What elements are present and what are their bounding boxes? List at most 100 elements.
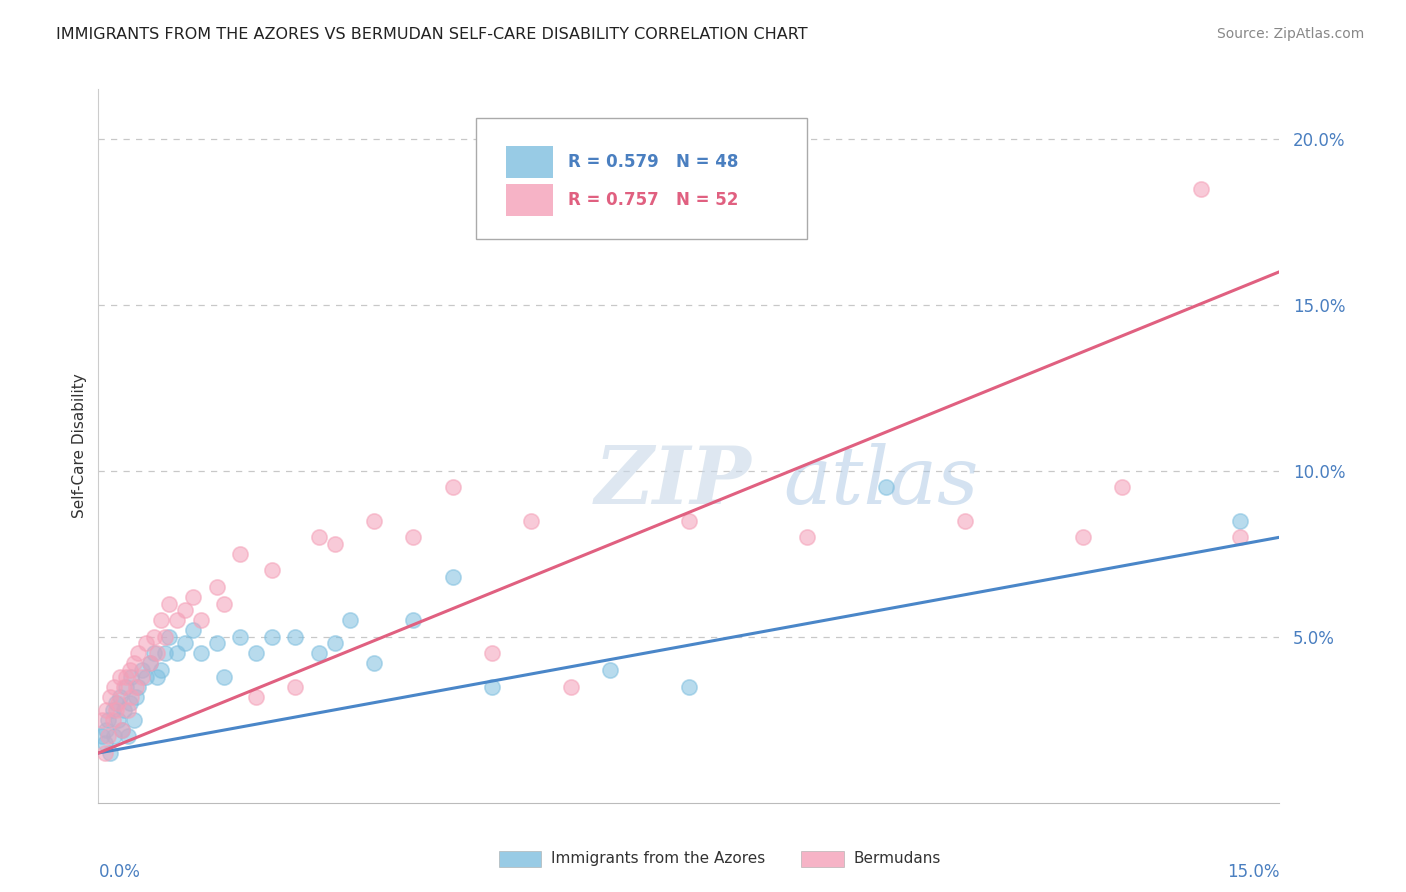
Point <box>131 670 153 684</box>
Bar <box>506 184 553 216</box>
Point <box>205 580 228 594</box>
Point <box>875 481 897 495</box>
Bar <box>506 146 553 178</box>
Point <box>150 663 173 677</box>
Y-axis label: Self-Care Disability: Self-Care Disability <box>72 374 87 518</box>
Point <box>146 670 169 684</box>
Point <box>260 630 283 644</box>
Point <box>135 636 157 650</box>
Point <box>93 736 115 750</box>
Point <box>103 730 125 744</box>
Point <box>111 723 134 737</box>
Point <box>121 690 143 704</box>
Text: 0.0%: 0.0% <box>98 863 141 880</box>
Point <box>1189 182 1212 196</box>
Point <box>402 613 425 627</box>
Point <box>308 647 330 661</box>
Point <box>205 636 228 650</box>
Text: IMMIGRANTS FROM THE AZORES VS BERMUDAN SELF-CARE DISABILITY CORRELATION CHART: IMMIGRANTS FROM THE AZORES VS BERMUDAN S… <box>56 27 808 42</box>
Point <box>441 570 464 584</box>
Point <box>135 670 157 684</box>
Point <box>174 636 197 650</box>
Point <box>520 514 543 528</box>
Point <box>166 613 188 627</box>
Point <box>260 564 283 578</box>
Point <box>104 696 127 710</box>
Point <box>127 647 149 661</box>
Point <box>142 630 165 644</box>
Point <box>157 597 180 611</box>
Point <box>339 613 361 627</box>
Point <box>115 680 138 694</box>
Point <box>125 690 148 704</box>
Point <box>481 680 503 694</box>
Point <box>107 713 129 727</box>
Point <box>110 690 132 704</box>
Point <box>122 713 145 727</box>
Point <box>229 630 252 644</box>
Text: Bermudans: Bermudans <box>853 852 941 866</box>
Point <box>97 713 120 727</box>
Point <box>323 537 346 551</box>
Point <box>953 514 976 528</box>
Point <box>104 703 127 717</box>
FancyBboxPatch shape <box>477 118 807 239</box>
Text: atlas: atlas <box>783 443 979 520</box>
Point <box>98 746 121 760</box>
Point <box>245 647 267 661</box>
Point <box>98 690 121 704</box>
Point <box>101 703 124 717</box>
Point <box>1229 514 1251 528</box>
Text: Immigrants from the Azores: Immigrants from the Azores <box>551 852 765 866</box>
Text: R = 0.757   N = 52: R = 0.757 N = 52 <box>568 191 738 209</box>
Point <box>96 723 118 737</box>
Point <box>96 703 118 717</box>
Point <box>117 730 139 744</box>
Point <box>560 680 582 694</box>
Point <box>103 680 125 694</box>
Point <box>101 713 124 727</box>
Point <box>214 597 236 611</box>
Point <box>481 647 503 661</box>
Point <box>1071 530 1094 544</box>
Point <box>155 647 177 661</box>
Point <box>190 613 212 627</box>
Point <box>91 730 114 744</box>
Point <box>131 663 153 677</box>
Point <box>229 547 252 561</box>
Point <box>110 670 132 684</box>
Point <box>112 703 135 717</box>
Point <box>796 530 818 544</box>
Point <box>111 723 134 737</box>
Point <box>118 663 141 677</box>
Point <box>115 670 138 684</box>
Point <box>155 630 177 644</box>
Point <box>117 703 139 717</box>
Point <box>107 696 129 710</box>
Point <box>363 514 385 528</box>
Point <box>127 680 149 694</box>
Point <box>97 730 120 744</box>
Point <box>150 613 173 627</box>
Point <box>1111 481 1133 495</box>
Point <box>323 636 346 650</box>
Point <box>93 746 115 760</box>
Point <box>122 657 145 671</box>
Point <box>308 530 330 544</box>
Point <box>112 680 135 694</box>
Point <box>118 696 141 710</box>
Text: Source: ZipAtlas.com: Source: ZipAtlas.com <box>1216 27 1364 41</box>
Text: ZIP: ZIP <box>595 443 751 520</box>
Point <box>142 647 165 661</box>
Point <box>91 713 114 727</box>
Text: R = 0.579   N = 48: R = 0.579 N = 48 <box>568 153 738 171</box>
Point <box>1229 530 1251 544</box>
Point <box>138 657 160 671</box>
Point <box>174 603 197 617</box>
Point <box>166 647 188 661</box>
Point <box>441 481 464 495</box>
Text: 15.0%: 15.0% <box>1227 863 1279 880</box>
Point <box>138 657 160 671</box>
Point <box>599 663 621 677</box>
Point <box>678 680 700 694</box>
